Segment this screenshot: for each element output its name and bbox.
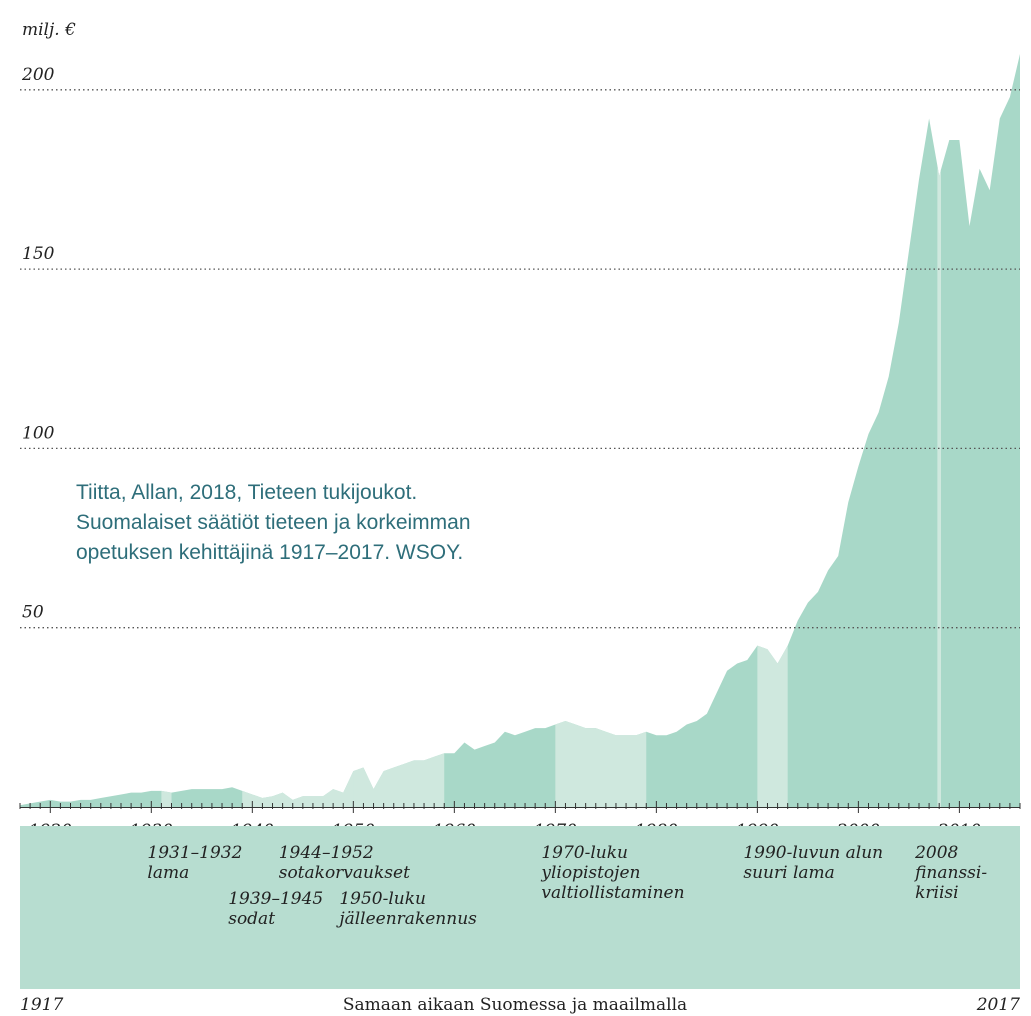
- shaded-period-5: [757, 645, 788, 807]
- event-label-6-2: kriisi: [915, 883, 958, 903]
- citation-line-1: Tiitta, Allan, 2018, Tieteen tukijoukot.: [76, 481, 418, 504]
- grid-layer: 50 100 150 200: [20, 65, 1020, 629]
- event-label-0-1: lama: [147, 863, 189, 883]
- y-tick-label: 50: [22, 603, 44, 623]
- y-axis-label: milj. €: [22, 20, 76, 40]
- event-label-2-0: 1939–1945: [228, 889, 323, 909]
- event-label-4-1: yliopistojen: [540, 863, 640, 883]
- area-series: [20, 53, 1020, 807]
- shaded-period-0: [161, 790, 172, 807]
- y-tick-label: 100: [22, 423, 55, 443]
- event-label-6-0: 2008: [914, 843, 958, 863]
- shaded-period-6: [937, 165, 942, 808]
- y-tick-label: 150: [22, 244, 55, 264]
- area-layer: [20, 53, 1020, 808]
- event-label-1-0: 1944–1952: [279, 843, 374, 863]
- events-start-label: 1917: [20, 995, 63, 1015]
- shaded-period-3: [353, 753, 445, 807]
- event-label-1-1: sotakorvaukset: [279, 863, 410, 883]
- event-label-4-0: 1970-luku: [541, 843, 628, 863]
- citation: Tiitta, Allan, 2018, Tieteen tukijoukot.…: [76, 478, 636, 568]
- events-end-label: 2017: [976, 995, 1020, 1015]
- event-label-4-2: valtiollistaminen: [541, 883, 684, 903]
- citation-line-3: opetuksen kehittäjinä 1917–2017. WSOY.: [76, 541, 464, 564]
- event-label-6-1: finanssi-: [913, 863, 987, 883]
- shaded-period-1: [242, 790, 303, 807]
- events-title: Samaan aikaan Suomessa ja maailmalla: [343, 995, 687, 1015]
- event-label-0-0: 1931–1932: [147, 843, 242, 863]
- event-label-5-1: suuri lama: [743, 863, 834, 883]
- citation-line-2: Suomalaiset säätiöt tieteen ja korkeimma…: [76, 511, 471, 534]
- event-label-3-0: 1950-luku: [339, 889, 426, 909]
- event-label-2-1: sodat: [228, 909, 275, 929]
- y-tick-label: 200: [21, 65, 55, 85]
- shaded-period-4: [555, 720, 647, 807]
- event-label-5-0: 1990-luvun alun: [743, 843, 883, 863]
- events-band: [20, 826, 1020, 989]
- event-label-3-1: jälleenrakennus: [335, 909, 477, 929]
